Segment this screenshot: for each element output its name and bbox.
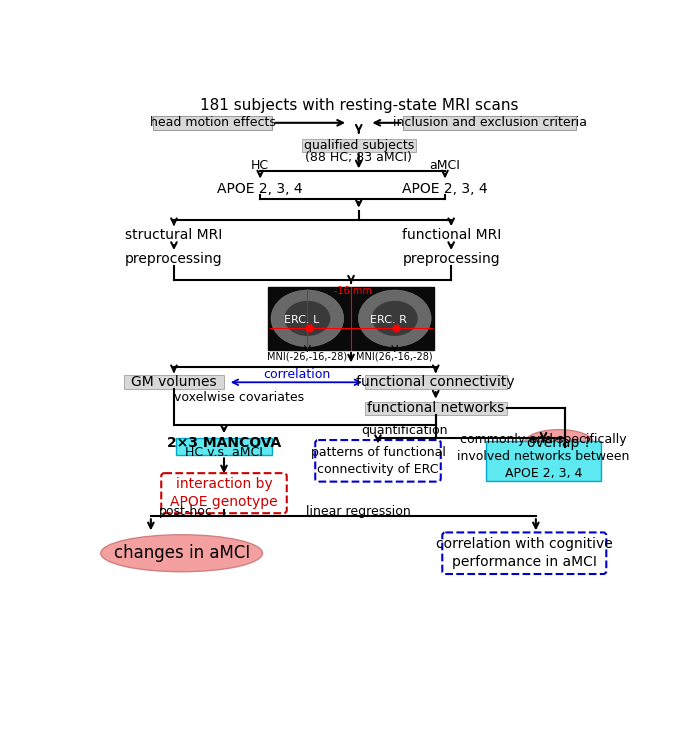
Ellipse shape	[358, 290, 431, 347]
Ellipse shape	[284, 301, 330, 336]
Text: APOE 2, 3, 4: APOE 2, 3, 4	[218, 182, 303, 196]
FancyBboxPatch shape	[176, 439, 272, 456]
Text: preprocessing: preprocessing	[125, 252, 223, 266]
Text: voxelwise covariates: voxelwise covariates	[174, 391, 304, 404]
Text: overlap ?: overlap ?	[527, 436, 591, 450]
Text: MNI(-26,-16,-28): MNI(-26,-16,-28)	[267, 351, 347, 361]
FancyBboxPatch shape	[486, 441, 601, 481]
Text: qualified subjects: qualified subjects	[304, 139, 414, 152]
Text: ERC. L: ERC. L	[284, 315, 319, 325]
Text: structural MRI: structural MRI	[125, 228, 223, 242]
Text: aMCI: aMCI	[430, 159, 461, 173]
Ellipse shape	[524, 430, 594, 456]
Text: correlation with cognitive
performance in aMCI: correlation with cognitive performance i…	[436, 537, 612, 569]
Ellipse shape	[271, 290, 344, 347]
Text: 181 subjects with resting-state MRI scans: 181 subjects with resting-state MRI scan…	[199, 99, 518, 113]
Text: interaction by
APOE genotype: interaction by APOE genotype	[170, 477, 278, 509]
Text: functional networks: functional networks	[367, 402, 505, 416]
FancyBboxPatch shape	[365, 376, 507, 389]
FancyBboxPatch shape	[442, 533, 606, 574]
Text: MNI(26,-16,-28): MNI(26,-16,-28)	[356, 351, 433, 361]
Ellipse shape	[101, 535, 262, 572]
Text: (88 HC; 83 aMCI): (88 HC; 83 aMCI)	[305, 151, 412, 164]
Text: linear regression: linear regression	[307, 505, 411, 518]
Text: preprocessing: preprocessing	[402, 252, 500, 266]
Text: functional connectivity: functional connectivity	[356, 375, 515, 389]
FancyBboxPatch shape	[161, 473, 287, 514]
FancyBboxPatch shape	[365, 402, 507, 416]
FancyBboxPatch shape	[124, 376, 224, 389]
Text: APOE 2, 3, 4: APOE 2, 3, 4	[402, 182, 488, 196]
Text: -16 mm: -16 mm	[334, 286, 372, 296]
Text: HC: HC	[251, 159, 270, 173]
FancyBboxPatch shape	[403, 116, 576, 130]
FancyBboxPatch shape	[153, 116, 272, 130]
Text: post-hoc: post-hoc	[159, 505, 212, 518]
Text: functional MRI: functional MRI	[402, 228, 500, 242]
Text: head motion effects: head motion effects	[150, 116, 275, 129]
Text: changes in aMCI: changes in aMCI	[113, 544, 250, 562]
Text: 2×3 MANCOVA: 2×3 MANCOVA	[167, 436, 281, 450]
FancyBboxPatch shape	[302, 139, 416, 152]
Text: HC v.s. aMCI: HC v.s. aMCI	[185, 446, 263, 459]
Text: correlation: correlation	[263, 368, 331, 381]
Text: commonly and specifically
involved networks between
APOE 2, 3, 4: commonly and specifically involved netwo…	[457, 433, 630, 480]
Text: inclusion and exclusion criteria: inclusion and exclusion criteria	[393, 116, 587, 129]
Bar	[268, 287, 434, 350]
Text: quantification: quantification	[362, 424, 448, 436]
Ellipse shape	[372, 301, 418, 336]
FancyBboxPatch shape	[315, 440, 441, 482]
Text: GM volumes: GM volumes	[131, 375, 217, 389]
Text: patterns of functional
connectivity of ERC: patterns of functional connectivity of E…	[311, 446, 445, 476]
Text: ERC. R: ERC. R	[370, 315, 407, 325]
